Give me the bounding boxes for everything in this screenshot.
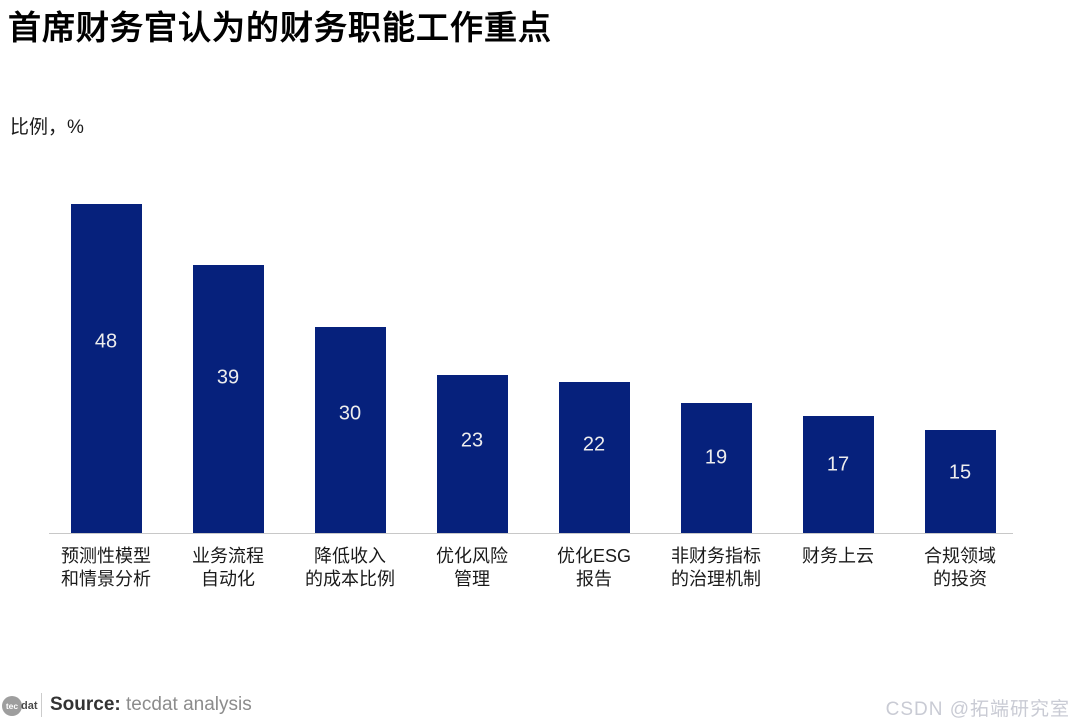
bar: 22 (558, 382, 630, 533)
bar-group: 19 (655, 188, 777, 533)
tecdat-logo-circle: tec (2, 696, 22, 716)
bar-value-label: 23 (460, 429, 484, 452)
bar-value-label: 22 (582, 433, 606, 456)
bar: 15 (924, 430, 996, 533)
source-value: tecdat analysis (126, 694, 252, 715)
footer-divider (41, 693, 42, 717)
bar: 48 (70, 204, 142, 533)
source-label: Source: (50, 694, 121, 715)
bar-group: 15 (899, 188, 1021, 533)
tecdat-logo-suffix: dat (21, 700, 38, 712)
x-axis-category-label: 财务上云 (802, 546, 874, 566)
bar-value-label: 48 (94, 330, 118, 353)
bar-group: 17 (777, 188, 899, 533)
bar: 23 (436, 375, 508, 533)
bar-group: 22 (533, 188, 655, 533)
x-axis-line (49, 533, 1013, 534)
x-axis-category-label: 优化ESG 报告 (556, 546, 631, 589)
bar-value-label: 19 (704, 446, 728, 469)
x-axis-category-label: 降低收入 的成本比例 (305, 546, 395, 589)
footer: tec dat Source: tecdat analysis CSDN @拓端… (0, 690, 1080, 722)
bar: 17 (802, 416, 874, 533)
x-axis-category-label: 合规领域 的投资 (924, 546, 996, 589)
csdn-watermark: CSDN @拓端研究室 (885, 699, 1070, 720)
bar-value-label: 17 (826, 453, 850, 476)
x-axis-category-label: 预测性模型 和情景分析 (61, 546, 151, 589)
chart-title: 首席财务官认为的财务职能工作重点 (8, 9, 552, 46)
bar-value-label: 15 (948, 461, 972, 484)
bar: 19 (680, 403, 752, 533)
bar-value-label: 39 (216, 366, 240, 389)
bar-group: 48 (45, 188, 167, 533)
bar-group: 23 (411, 188, 533, 533)
bar-chart-plot-area: 48 39 30 23 22 19 17 15 (45, 188, 1021, 533)
bar-group: 39 (167, 188, 289, 533)
bar-group: 30 (289, 188, 411, 533)
source-line: Source: tecdat analysis (50, 694, 252, 716)
x-axis-category-labels: 预测性模型 和情景分析 业务流程 自动化 降低收入 的成本比例 优化风险 管理 优化ES… (45, 545, 1021, 591)
x-axis-category-label: 优化风险 管理 (436, 546, 508, 589)
y-axis-unit-label: 比例，% (10, 117, 84, 138)
bar-value-label: 30 (338, 402, 362, 425)
x-axis-category-label: 业务流程 自动化 (192, 546, 264, 589)
bar: 30 (314, 327, 386, 533)
tecdat-logo: tec dat (2, 696, 48, 716)
x-axis-category-label: 非财务指标 的治理机制 (671, 546, 761, 589)
bar: 39 (192, 265, 264, 533)
